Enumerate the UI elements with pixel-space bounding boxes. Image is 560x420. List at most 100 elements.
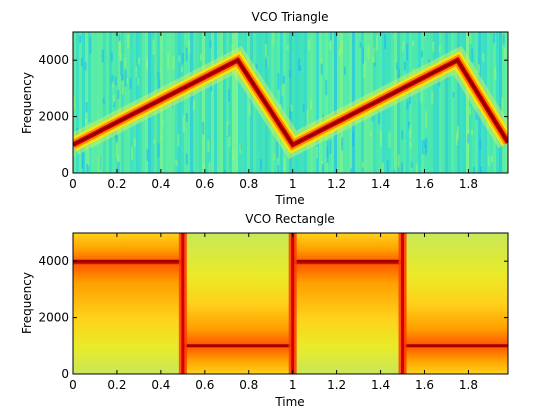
x-tick-label: 1.6 <box>415 378 434 392</box>
heatmap-column <box>307 32 310 173</box>
heatmap-column <box>94 32 97 173</box>
chart-vco-rectangle: VCO Rectangle 0 0.2 0.4 0.6 0.8 1 1.2 1.4 1.6 1.8… <box>20 212 509 409</box>
heatmap-cell <box>482 53 485 62</box>
transition-line <box>291 233 295 374</box>
heatmap-cell <box>468 106 471 115</box>
heatmap-column <box>88 32 91 173</box>
heatmap-cell <box>431 91 434 104</box>
heatmap-cell <box>288 70 291 78</box>
transition-line <box>401 233 405 374</box>
heatmap-cell <box>494 67 497 80</box>
heatmap-cell <box>363 61 366 79</box>
heatmap-column <box>433 32 436 173</box>
heatmap-cell <box>228 136 231 147</box>
x-tick-label: 0.2 <box>107 177 126 191</box>
heatmap-cell <box>232 149 235 161</box>
heatmap-cell <box>408 89 411 105</box>
heatmap-column <box>436 32 439 173</box>
heatmap-cell <box>192 100 195 110</box>
heatmap-cell <box>121 74 124 81</box>
heatmap-cell <box>423 140 426 148</box>
heatmap-cell <box>181 52 184 64</box>
heatmap-cell <box>209 40 212 48</box>
x-tick-label: 1 <box>289 177 297 191</box>
x-tick-label: 0.2 <box>107 378 126 392</box>
heatmap-column <box>190 32 193 173</box>
heatmap-column <box>217 32 220 173</box>
spectrogram-background <box>73 233 508 374</box>
x-tick-label: 0.4 <box>151 378 170 392</box>
heatmap-cell <box>264 44 267 60</box>
heatmap-cell <box>161 119 164 126</box>
transition-line <box>181 233 185 374</box>
heatmap-column <box>343 32 346 173</box>
heatmap-cell <box>475 108 478 121</box>
heatmap-column <box>442 32 445 173</box>
heatmap-cell <box>127 34 130 49</box>
heatmap-cell <box>111 75 114 86</box>
heatmap-cell <box>121 81 124 95</box>
heatmap-cell <box>502 34 505 45</box>
x-tick-label: 1.6 <box>415 177 434 191</box>
heatmap-cell <box>361 161 364 168</box>
heatmap-column <box>403 32 406 173</box>
heatmap-cell <box>352 131 355 147</box>
heatmap-cell <box>266 56 269 68</box>
heatmap-column <box>220 32 223 173</box>
heatmap-cell <box>320 62 323 75</box>
heatmap-cell <box>388 131 391 149</box>
heatmap-column <box>346 32 349 173</box>
heatmap-column <box>463 32 466 173</box>
heatmap-cell <box>208 162 211 173</box>
frequency-ridge <box>73 45 508 160</box>
heatmap-column <box>232 32 235 173</box>
heatmap-cell <box>452 91 455 98</box>
heatmap-cell <box>338 48 341 57</box>
heatmap-column <box>340 32 343 173</box>
heatmap-cell <box>175 160 178 166</box>
heatmap-cell <box>277 73 280 90</box>
x-tick-label: 1.4 <box>371 378 390 392</box>
x-tick-label: 1.8 <box>459 378 478 392</box>
heatmap-cell <box>124 57 127 68</box>
heatmap-column <box>124 32 127 173</box>
heatmap-cell <box>400 162 403 173</box>
segment-band <box>73 233 183 374</box>
x-tick-label: 0 <box>69 177 77 191</box>
heatmap-column <box>250 32 253 173</box>
heatmap-cell <box>432 41 435 52</box>
heatmap-column <box>349 32 352 173</box>
heatmap-cell <box>403 61 406 71</box>
heatmap-cell <box>473 167 476 173</box>
heatmap-cell <box>89 36 92 54</box>
heatmap-cell <box>185 153 188 165</box>
heatmap-cell <box>199 53 202 61</box>
y-tick-label: 4000 <box>38 254 69 268</box>
heatmap-cell <box>377 110 380 125</box>
heatmap-cell <box>384 34 387 49</box>
heatmap-column <box>451 32 454 173</box>
heatmap-cell <box>157 71 160 79</box>
x-tick-label: 1 <box>289 378 297 392</box>
heatmap-column <box>499 32 502 173</box>
heatmap-column <box>283 32 286 173</box>
heatmap-cell <box>316 146 319 159</box>
heatmap-cell <box>290 104 293 112</box>
heatmap-cell <box>98 156 101 173</box>
heatmap-cell <box>188 40 191 55</box>
heatmap-cell <box>479 139 482 150</box>
heatmap-cell <box>180 66 183 72</box>
heatmap-cell <box>380 129 383 147</box>
heatmap-column <box>460 32 463 173</box>
heatmap-cell <box>407 121 410 129</box>
heatmap-column <box>229 32 232 173</box>
heatmap-cell <box>406 101 409 110</box>
heatmap-cell <box>469 32 472 45</box>
heatmap-cell <box>114 76 117 86</box>
heatmap-cell <box>158 78 161 90</box>
series-line <box>73 58 508 147</box>
heatmap-column <box>235 32 238 173</box>
heatmap-cell <box>283 158 286 173</box>
heatmap-cell <box>373 48 376 63</box>
